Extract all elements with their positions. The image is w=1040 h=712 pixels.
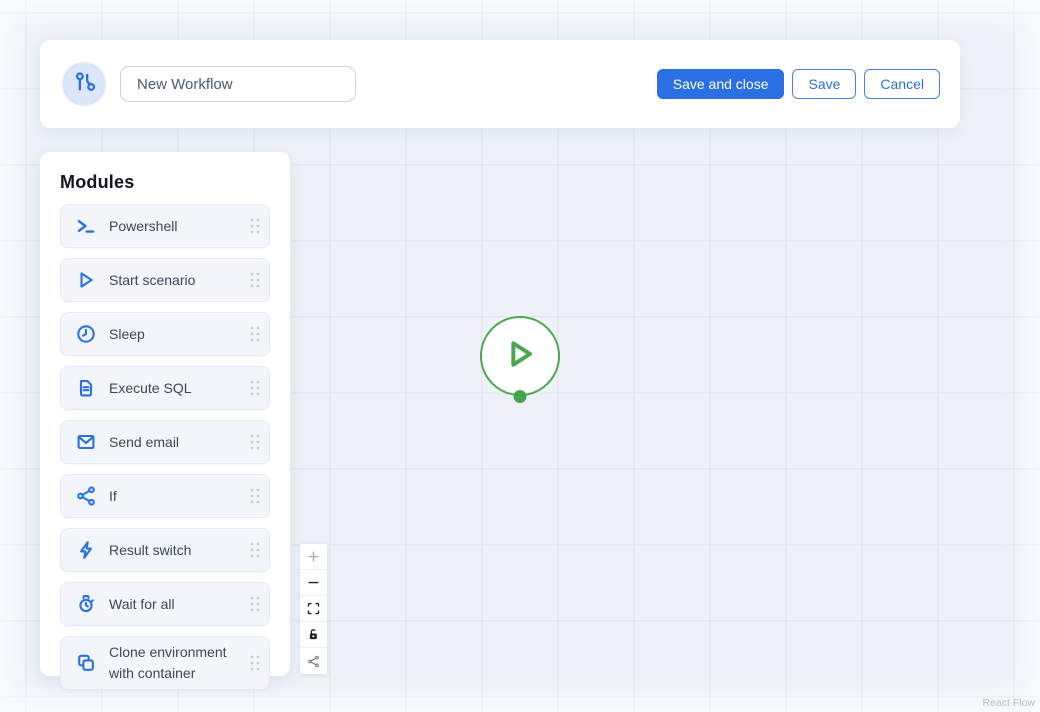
save-button[interactable]: Save — [792, 69, 857, 99]
lock-button[interactable] — [300, 622, 327, 648]
bolt-icon — [74, 538, 98, 562]
minus-icon — [306, 575, 321, 590]
node-output-handle[interactable] — [513, 390, 527, 403]
play-outline-icon — [74, 268, 98, 292]
drag-handle-icon[interactable] — [249, 326, 261, 343]
fit-view-button[interactable] — [300, 596, 327, 622]
module-item-wait-for-all[interactable]: Wait for all — [60, 582, 270, 626]
module-item-if[interactable]: If — [60, 474, 270, 518]
module-item-send-email[interactable]: Send email — [60, 420, 270, 464]
module-label: Start scenario — [109, 271, 196, 288]
module-label: Execute SQL — [109, 379, 192, 396]
drag-handle-icon[interactable] — [249, 596, 261, 613]
module-item-clone-environment-with-container[interactable]: Clone environment with container — [60, 636, 270, 690]
fit-view-icon — [306, 601, 321, 616]
plus-icon — [306, 549, 321, 564]
share-branch-icon — [74, 484, 98, 508]
start-node[interactable] — [480, 316, 560, 403]
zoom-in-button[interactable] — [300, 544, 327, 570]
module-item-result-switch[interactable]: Result switch — [60, 528, 270, 572]
module-label: Powershell — [109, 217, 178, 234]
flow-controls — [300, 544, 327, 674]
module-item-powershell[interactable]: Powershell — [60, 204, 270, 248]
clock-icon — [74, 322, 98, 346]
lock-open-icon — [306, 627, 321, 642]
mail-icon — [74, 430, 98, 454]
module-label: Clone environment with container — [109, 644, 227, 681]
share-icon — [306, 654, 321, 669]
drag-handle-icon[interactable] — [249, 380, 261, 397]
module-item-execute-sql[interactable]: Execute SQL — [60, 366, 270, 410]
save-and-close-button[interactable]: Save and close — [656, 69, 785, 99]
workflow-header: Save and close Save Cancel — [40, 40, 960, 128]
drag-handle-icon[interactable] — [249, 655, 261, 672]
document-icon — [74, 376, 98, 400]
module-label: Send email — [109, 433, 180, 450]
play-icon — [500, 334, 540, 379]
react-flow-attribution[interactable]: React Flow — [982, 697, 1035, 709]
module-list: Powershell Start scenario Sleep Execute SQL… — [60, 204, 270, 690]
drag-handle-icon[interactable] — [249, 542, 261, 559]
module-label: If — [109, 487, 117, 504]
modules-panel: Modules Powershell Start scenario Sleep Exe… — [40, 152, 290, 690]
drag-handle-icon[interactable] — [249, 218, 261, 235]
watch-icon — [74, 592, 98, 616]
module-item-sleep[interactable]: Sleep — [60, 312, 270, 356]
modules-title: Modules — [60, 172, 135, 192]
module-label: Result switch — [109, 541, 192, 558]
clone-icon — [74, 651, 98, 675]
drag-handle-icon[interactable] — [249, 488, 261, 505]
module-label: Wait for all — [109, 595, 175, 612]
workflow-badge — [62, 62, 106, 106]
workflow-branch-icon — [71, 69, 97, 100]
drag-handle-icon[interactable] — [249, 434, 261, 451]
module-label: Sleep — [109, 325, 145, 342]
cancel-button[interactable]: Cancel — [864, 69, 940, 99]
share-button[interactable] — [300, 648, 327, 674]
zoom-out-button[interactable] — [300, 570, 327, 596]
terminal-icon — [74, 214, 98, 238]
workflow-name-input[interactable] — [120, 66, 356, 102]
module-item-start-scenario[interactable]: Start scenario — [60, 258, 270, 302]
header-actions: Save and close Save Cancel — [656, 69, 940, 99]
drag-handle-icon[interactable] — [249, 272, 261, 289]
